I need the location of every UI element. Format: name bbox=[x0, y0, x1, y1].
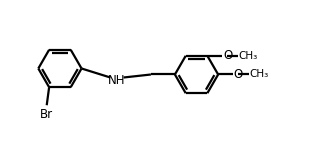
Text: NH: NH bbox=[108, 74, 126, 87]
Text: Br: Br bbox=[40, 108, 53, 121]
Text: CH₃: CH₃ bbox=[249, 69, 269, 79]
Text: O: O bbox=[223, 49, 232, 62]
Text: O: O bbox=[234, 68, 243, 81]
Text: CH₃: CH₃ bbox=[238, 51, 258, 61]
